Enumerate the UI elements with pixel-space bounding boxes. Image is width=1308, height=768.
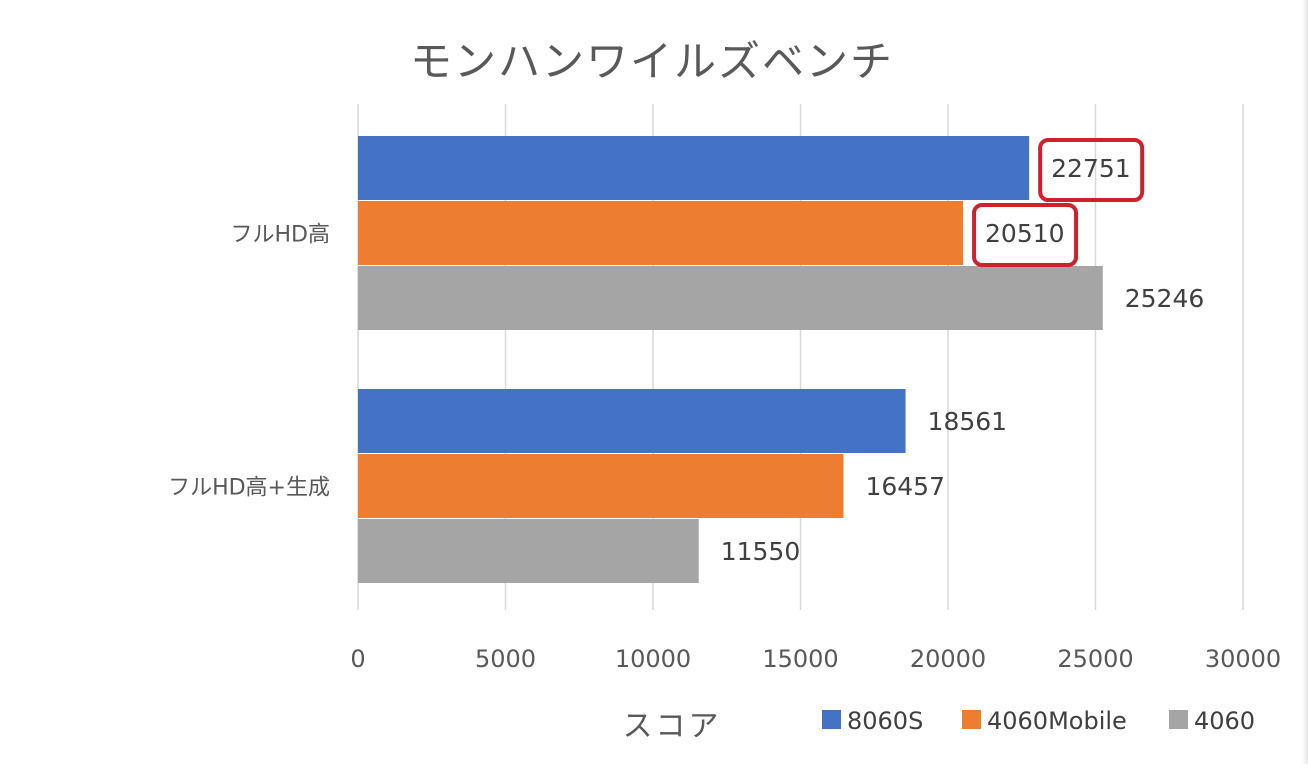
legend-label: 8060S — [847, 707, 923, 735]
data-labels: 22751 20510 25246 18561 16457 11550 — [721, 138, 1205, 566]
bar-4060Mobile — [358, 201, 964, 265]
data-label: 25246 — [1125, 284, 1205, 313]
bars — [358, 136, 1103, 583]
x-axis-title: スコア — [623, 709, 722, 744]
x-tick-label: 25000 — [1057, 645, 1133, 673]
x-tick-label: 20000 — [910, 645, 986, 673]
data-label: 11550 — [721, 537, 801, 566]
bar-4060 — [358, 519, 699, 583]
data-label: 16457 — [865, 472, 945, 501]
bar-4060 — [358, 266, 1103, 330]
x-tick-label: 15000 — [762, 645, 838, 673]
legend-swatch — [1169, 710, 1188, 729]
x-tick-label: 5000 — [475, 645, 536, 673]
data-label: 22751 — [1051, 154, 1131, 183]
bar-8060S — [358, 389, 906, 453]
legend-label: 4060Mobile — [987, 707, 1127, 735]
legend-swatch — [962, 710, 981, 729]
legend-label: 4060 — [1194, 707, 1255, 735]
bar-8060S — [358, 136, 1030, 200]
chart-title: モンハンワイルズベンチ — [410, 37, 894, 86]
category-label: フルHD高 — [231, 223, 330, 248]
x-tick-label: 0 — [350, 645, 365, 673]
highlight-box — [1038, 138, 1145, 202]
data-label: 18561 — [928, 407, 1008, 436]
category-label: フルHD高+生成 — [168, 476, 330, 501]
legend: 8060S 4060Mobile 4060 — [822, 707, 1255, 735]
legend-swatch — [822, 710, 841, 729]
highlight-box — [972, 203, 1079, 267]
data-label: 20510 — [985, 219, 1065, 248]
x-tick-label: 10000 — [615, 645, 691, 673]
page-edge-shadow — [1302, 0, 1308, 764]
x-tick-label: 30000 — [1205, 645, 1281, 673]
bar-4060Mobile — [358, 454, 844, 518]
x-axis-ticks: 0 5000 10000 15000 20000 25000 30000 — [350, 645, 1281, 673]
